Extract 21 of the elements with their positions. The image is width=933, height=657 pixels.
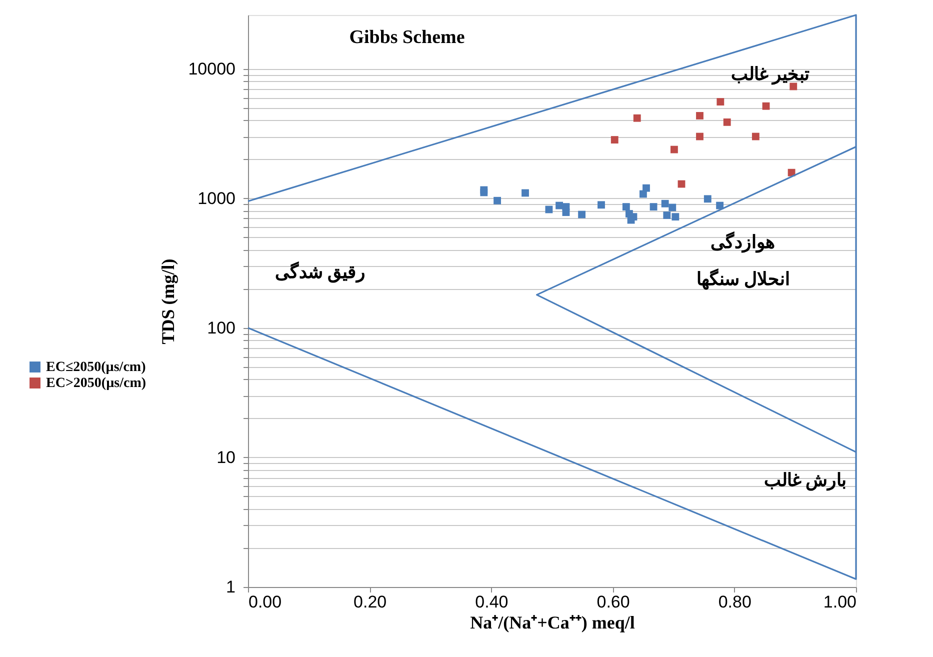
annotation: رقیق شدگی xyxy=(274,261,366,283)
y-tick-label: 10000 xyxy=(188,59,236,78)
annotation: تبخیر غالب xyxy=(730,64,810,85)
x-tick-label: 1.00 xyxy=(823,592,856,612)
y-tick-label: 100 xyxy=(207,318,236,338)
x-axis-title: Na⁺/(Na⁺+Ca⁺⁺) meq/l xyxy=(470,612,635,632)
x-tick-label: 0.80 xyxy=(718,592,752,612)
y-tick-label: 10 xyxy=(216,448,236,467)
x-tick-label: 0.40 xyxy=(475,592,508,612)
y-tick-label: 1 xyxy=(226,578,236,596)
x-tick-label: 0.00 xyxy=(248,592,282,612)
x-tick-label: 0.60 xyxy=(596,592,630,612)
legend-label: EC>2050(µs/cm) xyxy=(46,376,146,391)
x-tick-label: 0.20 xyxy=(354,592,387,612)
legend-label: EC≤2050(µs/cm) xyxy=(46,360,146,375)
y-tick-label: 1000 xyxy=(198,188,236,208)
y-axis-title: TDS (mg/l) xyxy=(158,258,178,344)
annotation: انحلال سنگها xyxy=(696,268,790,290)
annotation: بارش غالب xyxy=(764,470,846,491)
text: Gibbs Scheme xyxy=(349,27,465,48)
annotation: هوازدگی xyxy=(710,231,776,253)
